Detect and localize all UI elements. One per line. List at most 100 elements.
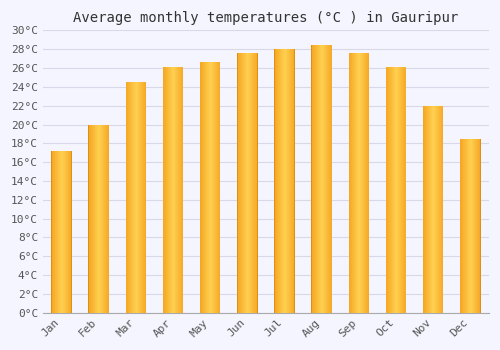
Bar — [251, 53, 252, 313]
Bar — [168, 67, 169, 313]
Bar — [91, 125, 92, 313]
Bar — [440, 106, 442, 313]
Bar — [477, 139, 478, 313]
Bar — [314, 44, 315, 313]
Bar — [132, 82, 133, 313]
Bar — [63, 151, 64, 313]
Bar — [179, 67, 180, 313]
Bar — [167, 67, 168, 313]
Bar — [361, 53, 362, 313]
Bar — [326, 44, 327, 313]
Bar — [428, 106, 429, 313]
Bar — [131, 82, 132, 313]
Bar — [328, 44, 329, 313]
Bar — [318, 44, 319, 313]
Bar — [388, 67, 389, 313]
Bar — [350, 53, 352, 313]
Bar — [390, 67, 391, 313]
Bar — [287, 49, 288, 313]
Bar — [285, 49, 286, 313]
Bar — [438, 106, 440, 313]
Bar — [442, 106, 444, 313]
Bar — [142, 82, 144, 313]
Bar — [213, 62, 214, 313]
Bar — [126, 82, 127, 313]
Bar — [71, 151, 72, 313]
Bar — [68, 151, 69, 313]
Bar — [275, 49, 276, 313]
Bar — [423, 106, 424, 313]
Bar — [434, 106, 435, 313]
Bar — [108, 125, 109, 313]
Bar — [248, 53, 250, 313]
Bar — [107, 125, 108, 313]
Bar — [178, 67, 179, 313]
Bar — [128, 82, 129, 313]
Bar — [101, 125, 102, 313]
Bar — [62, 151, 63, 313]
Bar — [284, 49, 285, 313]
Bar — [429, 106, 430, 313]
Bar — [320, 44, 321, 313]
Bar — [282, 49, 283, 313]
Bar — [476, 139, 477, 313]
Bar — [400, 67, 401, 313]
Bar — [164, 67, 165, 313]
Bar — [471, 139, 472, 313]
Bar — [181, 67, 182, 313]
Bar — [166, 67, 167, 313]
Bar — [425, 106, 426, 313]
Bar — [54, 151, 56, 313]
Bar — [435, 106, 436, 313]
Bar — [274, 49, 275, 313]
Bar — [246, 53, 248, 313]
Bar — [177, 67, 178, 313]
Bar — [253, 53, 254, 313]
Bar — [106, 125, 107, 313]
Bar — [368, 53, 369, 313]
Bar — [202, 62, 203, 313]
Bar — [52, 151, 54, 313]
Bar — [464, 139, 465, 313]
Bar — [137, 82, 138, 313]
Bar — [105, 125, 106, 313]
Bar — [104, 125, 105, 313]
Bar — [460, 139, 461, 313]
Bar — [315, 44, 316, 313]
Bar — [403, 67, 404, 313]
Bar — [200, 62, 202, 313]
Bar — [288, 49, 290, 313]
Bar — [69, 151, 70, 313]
Bar — [209, 62, 210, 313]
Bar — [279, 49, 280, 313]
Bar — [254, 53, 255, 313]
Bar — [241, 53, 242, 313]
Title: Average monthly temperatures (°C ) in Gauripur: Average monthly temperatures (°C ) in Ga… — [74, 11, 458, 25]
Bar — [240, 53, 241, 313]
Bar — [169, 67, 170, 313]
Bar — [278, 49, 279, 313]
Bar — [103, 125, 104, 313]
Bar — [357, 53, 358, 313]
Bar — [404, 67, 405, 313]
Bar — [394, 67, 396, 313]
Bar — [144, 82, 146, 313]
Bar — [206, 62, 207, 313]
Bar — [463, 139, 464, 313]
Bar — [474, 139, 475, 313]
Bar — [88, 125, 89, 313]
Bar — [466, 139, 467, 313]
Bar — [363, 53, 364, 313]
Bar — [479, 139, 480, 313]
Bar — [204, 62, 206, 313]
Bar — [174, 67, 175, 313]
Bar — [207, 62, 208, 313]
Bar — [255, 53, 256, 313]
Bar — [317, 44, 318, 313]
Bar — [322, 44, 323, 313]
Bar — [286, 49, 287, 313]
Bar — [256, 53, 257, 313]
Bar — [173, 67, 174, 313]
Bar — [277, 49, 278, 313]
Bar — [329, 44, 330, 313]
